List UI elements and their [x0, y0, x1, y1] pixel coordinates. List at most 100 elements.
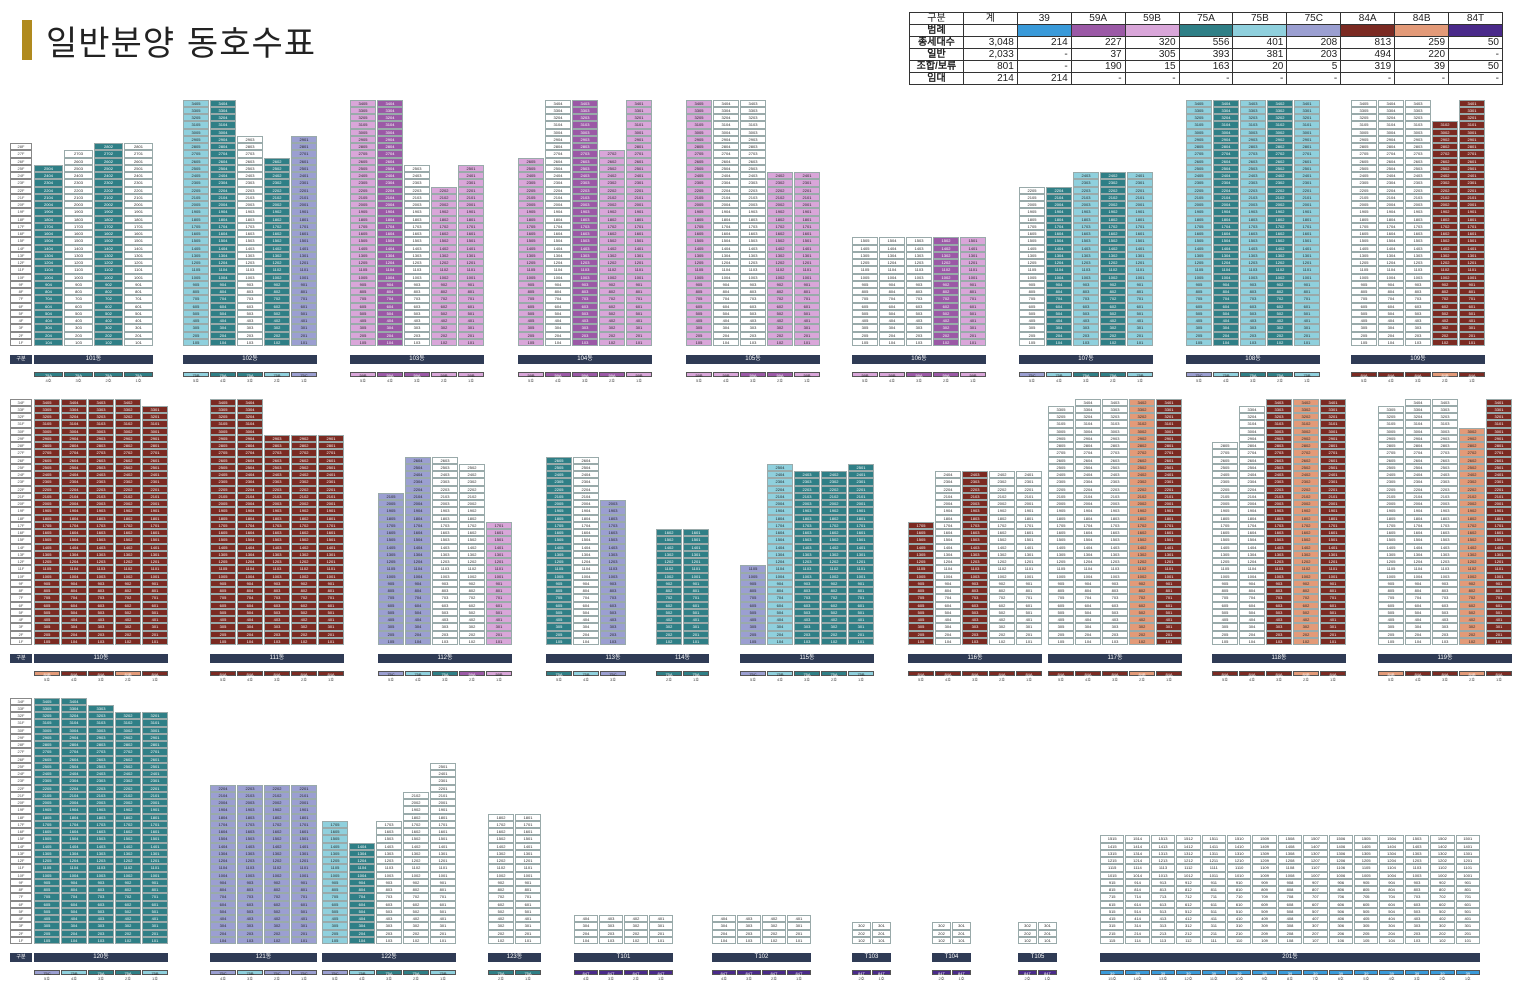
unit-cell: 102 [762, 936, 786, 944]
unit-cell: 2004 [377, 201, 403, 209]
unit-cell: 902 [989, 579, 1015, 587]
unit-cell: 1301 [142, 550, 168, 558]
unit-cell: 1411 [1201, 842, 1226, 850]
unit-cell: 2101 [1127, 193, 1153, 201]
floor-label: 9F [10, 579, 32, 587]
unit-cell: 1801 [794, 215, 820, 223]
unit-cell: 105 [210, 637, 236, 645]
unit-cell: 2503 [88, 762, 114, 770]
unit-cell: 210 [1227, 929, 1252, 937]
unit-type-cell: 75B [1127, 372, 1153, 378]
unit-cell: 203 [237, 929, 263, 937]
unit-cell: 2605 [34, 456, 60, 464]
unit-cell: 2602 [1267, 157, 1293, 165]
unit-cell: 601 [1459, 302, 1485, 310]
unit-cell: 2301 [1156, 478, 1182, 486]
unit-cell: 3004 [61, 427, 87, 435]
unit-cell: 2502 [599, 164, 625, 172]
line-label: 3호 [1432, 677, 1458, 682]
unit-cell: 1004 [1075, 572, 1101, 580]
floor-label: 11F [10, 565, 32, 573]
unit-cell: 2802 [1459, 442, 1485, 450]
unit-cell: 905 [546, 579, 572, 587]
unit-cell: 205 [518, 331, 544, 339]
unit-cell: 805 [1212, 587, 1238, 595]
unit-cell: 1702 [264, 222, 290, 230]
unit-cell: 1904 [1075, 507, 1101, 515]
unit-cell: 1402 [291, 543, 317, 551]
unit-cell: 1605 [34, 828, 60, 836]
unit-cell: 1801 [458, 215, 484, 223]
unit-cell: 2703 [88, 748, 114, 756]
unit-cell: 903 [1405, 280, 1431, 288]
unit-cell: 1510 [1227, 835, 1252, 843]
unit-cell: 1804 [767, 514, 793, 522]
floor-label: 1F [10, 936, 32, 944]
unit-cell: 101 [515, 936, 541, 944]
unit-cell: 1701 [1294, 222, 1320, 230]
unit-cell: 1204 [1379, 857, 1404, 865]
unit-cell: 1205 [852, 259, 878, 267]
unit-cell: 1802 [488, 813, 514, 821]
unit-cell: 1902 [94, 208, 123, 216]
unit-cell: 2802 [115, 442, 141, 450]
unit-cell: 3005 [1186, 128, 1212, 136]
unit-cell: 2302 [1293, 478, 1319, 486]
unit-cell: 2301 [142, 478, 168, 486]
unit-cell: 1801 [1486, 514, 1512, 522]
unit-cell: 1005 [1212, 572, 1238, 580]
unit-cell: 201 [960, 331, 986, 339]
unit-cell: 504 [573, 608, 599, 616]
floor-label: 30F [10, 427, 32, 435]
unit-cell: 601 [515, 900, 541, 908]
unit-cell: 2303 [264, 478, 290, 486]
unit-cell: 202 [431, 331, 457, 339]
unit-cell: 905 [1378, 579, 1404, 587]
unit-cell: 2703 [88, 449, 114, 457]
unit-cell: 805 [378, 587, 404, 595]
unit-cell: 902 [1293, 579, 1319, 587]
unit-cell: 1303 [264, 550, 290, 558]
unit-cell: 314 [1125, 922, 1150, 930]
unit-cell: 1801 [626, 215, 652, 223]
unit-cell: 601 [626, 302, 652, 310]
unit-cell: 205 [908, 630, 934, 638]
line-label: 5호 [740, 677, 766, 682]
unit-cell: 504 [377, 309, 403, 317]
unit-cell: 1903 [1405, 208, 1431, 216]
unit-cell: 102 [821, 637, 847, 645]
unit-cell: 1203 [376, 857, 402, 865]
unit-cell: 304 [377, 324, 403, 332]
unit-cell: 405 [1186, 317, 1212, 325]
unit-cell: 1002 [1100, 273, 1126, 281]
unit-cell: 1705 [1186, 222, 1212, 230]
unit-cell: 703 [600, 594, 626, 602]
unit-cell: 2204 [545, 186, 571, 194]
unit-cell: 1804 [377, 215, 403, 223]
unit-cell: 1803 [88, 813, 114, 821]
unit-cell: 101 [626, 338, 652, 346]
summary-cell: - [1178, 72, 1234, 85]
unit-cell: 1001 [1156, 572, 1182, 580]
unit-cell: 301 [291, 922, 317, 930]
unit-cell: 2503 [432, 463, 458, 471]
unit-cell: 203 [906, 331, 932, 339]
unit-cell: 2805 [1378, 442, 1404, 450]
unit-cell: 3404 [377, 99, 403, 107]
unit-cell: 802 [431, 288, 457, 296]
unit-cell: 3204 [1213, 114, 1239, 122]
unit-cell: 2005 [1212, 500, 1238, 508]
unit-cell: 1402 [1129, 543, 1155, 551]
unit-cell: 1904 [935, 507, 961, 515]
unit-cell: 3203 [1432, 413, 1458, 421]
unit-cell: 301 [1016, 623, 1042, 631]
unit-cell: 205 [1019, 331, 1045, 339]
line-label: 3호 [237, 378, 263, 383]
unit-cell: 3103 [1102, 420, 1128, 428]
unit-cell: 403 [237, 915, 263, 923]
unit-cell: 2304 [545, 179, 571, 187]
unit-cell: 1001 [486, 572, 512, 580]
unit-type-cell: 84A [935, 671, 961, 677]
unit-cell: 1401 [291, 244, 317, 252]
unit-cell: 3002 [1459, 427, 1485, 435]
